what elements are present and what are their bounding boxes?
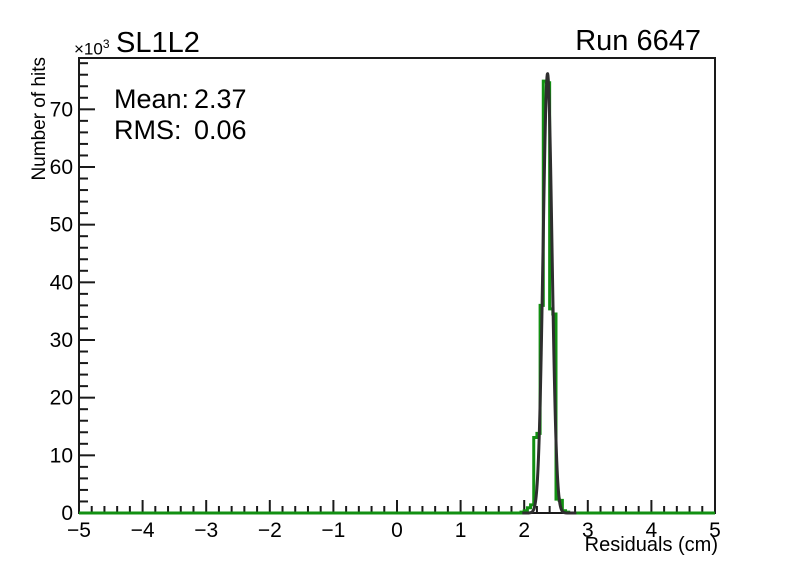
x-tick-label: 5 — [709, 519, 721, 542]
x-tick-label: 3 — [582, 519, 594, 542]
x-tick-label: −3 — [194, 519, 218, 542]
mean-label: Mean: — [114, 84, 190, 114]
stats-box: Mean: 2.37 RMS: 0.06 — [114, 84, 247, 146]
y-tick-label: 0 — [61, 502, 73, 525]
x-tick-label: 1 — [455, 519, 467, 542]
x-tick-label: −1 — [321, 519, 345, 542]
plot-title: SL1L2 — [116, 27, 200, 59]
mean-row: Mean: 2.37 — [114, 84, 247, 115]
x-tick-label: −2 — [258, 519, 282, 542]
y-tick-label: 60 — [50, 156, 73, 179]
y-tick-label: 50 — [50, 214, 73, 237]
y-tick-label: 20 — [50, 387, 73, 410]
y-tick-label: 40 — [50, 271, 73, 294]
rms-label: RMS: — [114, 115, 182, 145]
fit-curve — [521, 72, 578, 515]
y-axis-title: Number of hits — [29, 57, 50, 181]
multiplier-base: ×10 — [74, 39, 103, 59]
mean-value: 2.37 — [194, 84, 247, 114]
x-tick-label: −4 — [131, 519, 155, 542]
rms-value: 0.06 — [194, 115, 247, 145]
x-axis-title: Residuals (cm) — [584, 534, 718, 556]
y-tick-label: 70 — [50, 98, 73, 121]
y-tick-label: 30 — [50, 329, 73, 352]
x-tick-label: −5 — [67, 519, 91, 542]
x-tick-label: 0 — [391, 519, 403, 542]
x-tick-label: 4 — [646, 519, 658, 542]
rms-row: RMS: 0.06 — [114, 115, 247, 146]
histogram-line — [79, 79, 715, 515]
run-number-label: Run 6647 — [575, 25, 701, 57]
multiplier-exponent: 3 — [102, 37, 110, 51]
x-tick-label: 2 — [518, 519, 530, 542]
y-tick-label: 10 — [50, 444, 73, 467]
y-axis-multiplier: ×103 — [74, 37, 110, 60]
